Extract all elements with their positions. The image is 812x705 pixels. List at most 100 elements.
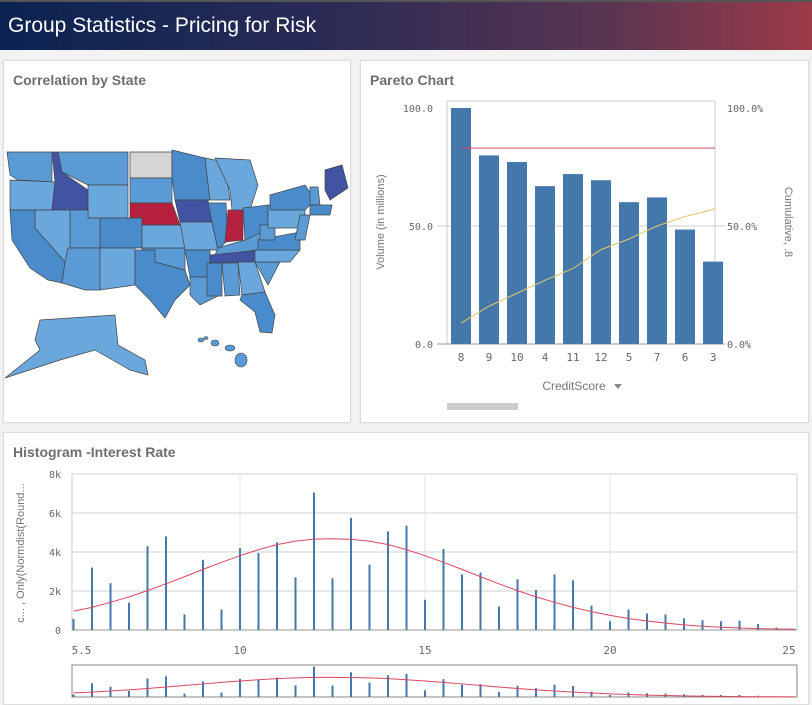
pareto-bar-5[interactable] [619,202,639,344]
state-az[interactable] [61,247,101,291]
page-title: Group Statistics - Pricing for Risk [8,14,317,37]
chevron-down-icon[interactable] [614,384,622,389]
state-ar[interactable] [184,249,211,278]
histogram-bar[interactable] [646,613,648,630]
state-wy[interactable] [87,184,129,219]
histogram-x-tick: 5.5 [72,644,92,657]
histogram-bar[interactable] [664,614,667,630]
histogram-bar[interactable] [535,590,537,630]
state-ak[interactable] [4,314,149,379]
pareto-bar-6[interactable] [675,229,695,344]
histogram-bar[interactable] [498,606,500,630]
histogram-bar[interactable] [294,577,297,630]
state-ks[interactable] [141,224,186,249]
pareto-bar-7[interactable] [647,197,667,344]
state-hi-1[interactable] [203,336,209,340]
histogram-bar[interactable] [794,629,796,630]
pareto-y-axis-title: Volume (in millions) [375,174,387,269]
state-mo[interactable] [179,221,219,251]
state-ma[interactable] [309,204,333,216]
pareto-bar-8[interactable] [451,108,471,344]
state-in[interactable] [224,209,244,243]
histogram-bar[interactable] [590,605,593,630]
state-hi-3[interactable] [224,344,236,352]
histogram-bar[interactable] [424,599,426,630]
state-nd[interactable] [129,151,173,179]
histogram-bar[interactable] [738,620,741,630]
histogram-bar[interactable] [313,492,315,630]
histogram-bar[interactable] [165,536,167,630]
navigator-bar [294,685,297,697]
pareto-bar-3[interactable] [703,261,723,344]
pareto-title: Pareto Chart [370,72,455,88]
state-nc[interactable] [254,249,301,263]
state-ny[interactable] [269,184,316,211]
histogram-bar[interactable] [220,609,223,630]
histogram-bar[interactable] [183,614,186,630]
histogram-bar[interactable] [331,578,334,630]
pareto-bar-10[interactable] [507,162,527,344]
histogram-bar[interactable] [146,546,149,630]
state-nj[interactable] [294,214,311,241]
pareto-bar-9[interactable] [479,155,499,344]
histogram-bar[interactable] [239,548,241,630]
navigator-bar [350,672,352,697]
histogram-bar[interactable] [720,621,722,630]
state-wa[interactable] [6,151,53,183]
histogram-bar[interactable] [479,572,482,630]
histogram-bar[interactable] [609,621,611,630]
state-hi-2[interactable] [210,339,220,347]
state-or[interactable] [9,179,56,211]
histogram-bar[interactable] [276,542,278,630]
state-il[interactable] [207,202,229,251]
state-mn[interactable] [171,149,211,201]
pareto-bar-11[interactable] [563,174,583,344]
histogram-bar[interactable] [202,559,204,630]
histogram-bar[interactable] [516,579,519,630]
navigator-bar [91,683,93,697]
histogram-card[interactable]: Histogram -Interest Rate [3,432,809,705]
state-va[interactable] [257,231,301,251]
state-vt[interactable] [309,186,321,206]
state-sd[interactable] [129,177,173,204]
histogram-y-tick: 4k [49,548,61,559]
navigator-curve [73,676,796,698]
histogram-range-navigator[interactable] [71,664,798,698]
histogram-bar[interactable] [368,564,371,630]
histogram-bar[interactable] [109,583,112,630]
histogram-bar[interactable] [72,618,75,630]
histogram-bar[interactable] [350,517,352,630]
state-ia[interactable] [174,199,213,223]
pareto-x-tick: 7 [654,351,661,364]
histogram-bar[interactable] [627,609,630,630]
histogram-bar[interactable] [461,574,463,630]
histogram-bar[interactable] [405,525,408,630]
pareto-scrollbar[interactable] [447,403,518,410]
histogram-bar[interactable] [128,602,130,630]
histogram-bar[interactable] [91,567,93,630]
state-me[interactable] [324,164,349,201]
state-co[interactable] [99,217,143,249]
state-fl[interactable] [239,291,276,334]
state-nm[interactable] [99,247,136,291]
navigator-bar [72,694,75,697]
histogram-y-tick: 0 [55,626,61,637]
navigator-bar [535,688,537,697]
histogram-bar[interactable] [442,549,445,630]
histogram-bar[interactable] [257,552,260,630]
pareto-card[interactable]: Pareto Chart [360,60,809,423]
histogram-bar[interactable] [757,624,759,630]
navigator-bar [590,691,593,697]
pareto-bar-12[interactable] [591,180,611,344]
state-hi-4[interactable] [234,352,248,368]
us-map[interactable] [4,149,349,379]
histogram-bar[interactable] [572,580,574,630]
state-hi-0[interactable] [197,337,205,343]
pareto-bar-4[interactable] [535,186,555,344]
histogram-bar[interactable] [387,531,389,630]
state-al[interactable] [221,262,241,297]
histogram-bar[interactable] [683,618,685,630]
histogram-bar[interactable] [701,620,704,630]
state-ms[interactable] [206,262,223,297]
navigator-bar [313,666,315,697]
